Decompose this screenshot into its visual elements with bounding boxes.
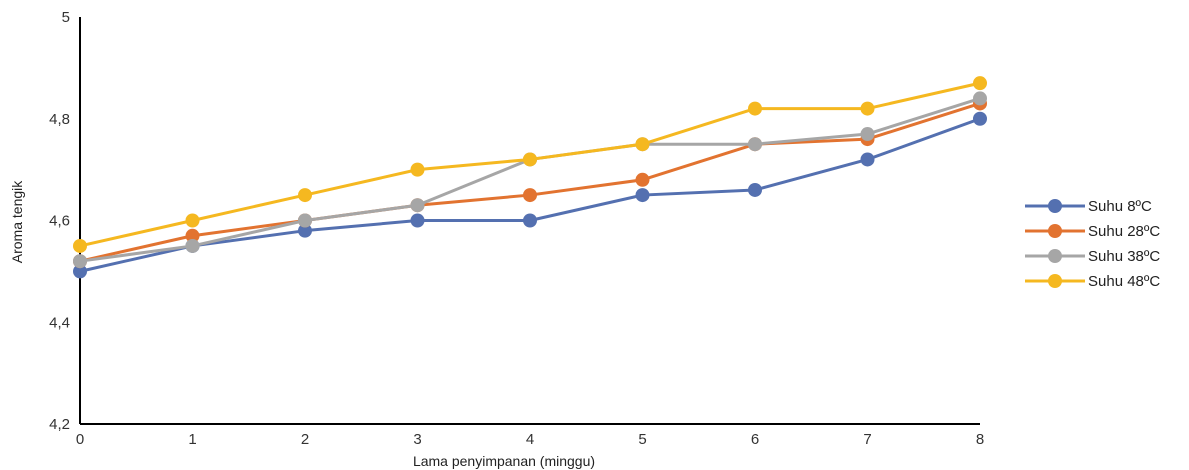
data-point xyxy=(973,91,987,106)
data-point xyxy=(748,182,762,197)
legend-marker xyxy=(1048,199,1062,213)
legend-label: Suhu 48ºC xyxy=(1088,273,1160,290)
data-point xyxy=(410,162,425,177)
legend-marker xyxy=(1048,274,1062,288)
legend-item: Suhu 8ºC xyxy=(1025,198,1152,215)
y-tick-label: 5 xyxy=(62,9,70,26)
x-tick-label: 5 xyxy=(638,431,646,448)
series-line xyxy=(78,96,982,263)
series-4 xyxy=(73,76,987,253)
data-point xyxy=(185,228,200,243)
plot-area xyxy=(73,76,987,279)
x-tick-label: 6 xyxy=(751,431,759,448)
data-point xyxy=(635,137,650,152)
legend-label: Suhu 28ºC xyxy=(1088,223,1160,240)
legend-item: Suhu 38ºC xyxy=(1025,248,1160,265)
data-point xyxy=(523,213,537,228)
x-axis-title: Lama penyimpanan (minggu) xyxy=(413,453,595,469)
x-tick-label: 8 xyxy=(976,431,984,448)
axes xyxy=(79,17,980,425)
data-point xyxy=(748,137,762,152)
data-point xyxy=(73,254,87,269)
data-point xyxy=(410,213,425,228)
legend-label: Suhu 38ºC xyxy=(1088,248,1160,265)
data-point xyxy=(860,101,875,116)
y-tick-labels: 4,2 4,4 4,6 4,8 5 xyxy=(49,9,70,433)
data-point xyxy=(635,172,650,187)
legend-label: Suhu 8ºC xyxy=(1088,198,1152,215)
data-point xyxy=(523,152,537,167)
data-point xyxy=(185,238,200,253)
series-line xyxy=(78,101,982,263)
x-tick-label: 2 xyxy=(301,431,309,448)
series-3 xyxy=(73,91,987,269)
data-point xyxy=(860,152,875,167)
data-point xyxy=(748,101,762,116)
legend-marker xyxy=(1048,249,1062,263)
data-point xyxy=(298,188,312,203)
y-tick-label: 4,6 xyxy=(49,213,70,230)
data-point xyxy=(635,188,650,203)
data-point xyxy=(73,264,87,279)
y-tick-label: 4,4 xyxy=(49,314,70,331)
data-point xyxy=(298,223,312,238)
legend: Suhu 8ºC Suhu 28ºC Suhu 38ºC Suhu 48ºC xyxy=(1025,198,1160,290)
data-point xyxy=(410,198,425,213)
y-tick-label: 4,8 xyxy=(49,111,70,128)
data-point xyxy=(523,188,537,203)
y-tick-label: 4,2 xyxy=(49,416,70,433)
x-tick-label: 0 xyxy=(76,431,84,448)
x-tick-label: 3 xyxy=(413,431,421,448)
y-axis-title: Aroma tengik xyxy=(9,180,25,263)
x-tick-labels: 0 1 2 3 4 5 6 7 8 xyxy=(76,431,984,448)
data-point xyxy=(973,76,987,91)
legend-item: Suhu 48ºC xyxy=(1025,273,1160,290)
legend-item: Suhu 28ºC xyxy=(1025,223,1160,240)
data-point xyxy=(860,127,875,142)
legend-marker xyxy=(1048,224,1062,238)
x-tick-label: 1 xyxy=(188,431,196,448)
data-point xyxy=(298,213,312,228)
x-tick-label: 7 xyxy=(863,431,871,448)
data-point xyxy=(185,213,200,228)
data-point xyxy=(973,111,987,126)
x-tick-label: 4 xyxy=(526,431,534,448)
data-point xyxy=(73,238,87,253)
